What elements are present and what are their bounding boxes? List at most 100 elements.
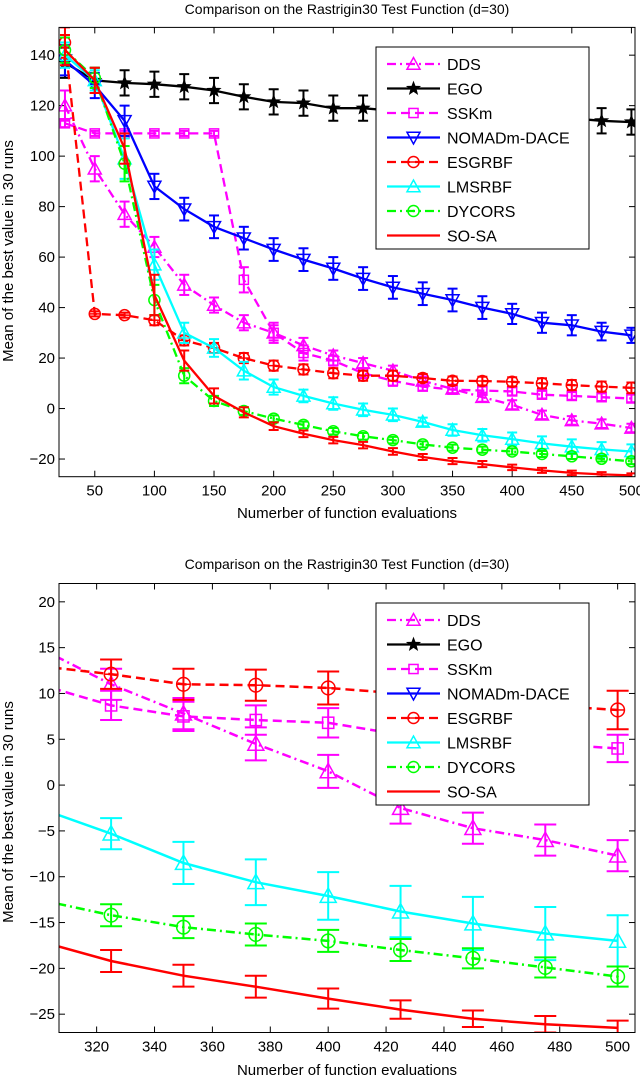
marker-star: [206, 82, 222, 97]
marker-star: [325, 100, 341, 115]
x-axis-label: Numerber of function evaluations: [237, 505, 457, 522]
x-tick-label: 50: [86, 483, 103, 500]
marker-triangle-up: [405, 611, 422, 626]
marker-star: [146, 76, 162, 91]
marker-triangle-down: [593, 325, 610, 340]
y-tick-label: 10: [38, 685, 55, 702]
marker-square: [268, 327, 279, 339]
marker-circle-dot: [391, 438, 395, 442]
marker-triangle-down: [405, 131, 422, 146]
axes-frame: [58, 583, 636, 1033]
y-tick-label: −15: [30, 915, 55, 932]
x-tick-label: 200: [261, 483, 286, 500]
marker-triangle-up: [504, 396, 520, 411]
x-tick-label: 480: [547, 1039, 572, 1056]
legend-label: DDS: [447, 57, 481, 74]
series-dycors: [32, 893, 629, 988]
marker-triangle-up: [463, 818, 483, 836]
marker-triangle-up: [246, 734, 266, 752]
marker-square: [238, 274, 250, 286]
y-tick-label: 20: [38, 594, 55, 611]
chart-title: Comparison on the Rastrigin30 Test Funct…: [185, 1, 510, 17]
marker-square: [208, 128, 220, 139]
y-tick-label: 20: [38, 350, 55, 367]
marker-triangle-up: [59, 97, 73, 112]
marker-circle-dot: [182, 925, 185, 929]
y-tick-label: 100: [30, 148, 55, 165]
marker-circle: [565, 449, 579, 463]
marker-circle: [476, 443, 489, 456]
marker-triangle-up: [325, 395, 342, 410]
marker-triangle-down: [534, 316, 550, 331]
axes-frame: [58, 26, 636, 478]
legend-label: ESGRBF: [447, 711, 513, 728]
marker-circle: [392, 942, 409, 958]
x-tick-label: 440: [431, 1039, 456, 1056]
y-tick-label: −20: [30, 960, 55, 977]
legend-label: EGO: [447, 638, 483, 655]
x-tick-label: 250: [321, 483, 346, 500]
legend-item-dds: DDS: [387, 611, 481, 630]
marker-circle-dot: [540, 452, 544, 456]
marker-triangle-up: [535, 830, 555, 848]
y-tick-label: 0: [47, 777, 55, 794]
legend-box: [375, 46, 590, 250]
marker-triangle-down: [325, 262, 342, 277]
marker-star: [176, 78, 192, 94]
marker-star: [117, 74, 133, 90]
marker-triangle-up: [535, 923, 555, 941]
marker-square: [89, 128, 101, 139]
legend-label: DYCORS: [447, 760, 515, 777]
series-lmsrbf: [59, 813, 629, 968]
x-tick-label: 450: [559, 483, 584, 500]
marker-triangle-up: [608, 931, 627, 949]
y-tick-label: 0: [47, 401, 55, 418]
marker-star: [355, 100, 371, 115]
y-tick-label: 15: [38, 640, 55, 657]
marker-triangle-up: [504, 431, 520, 446]
marker-star: [405, 636, 422, 651]
series-nomadm-dace: [28, 540, 629, 547]
marker-circle-dot: [630, 460, 633, 463]
legend-label: NOMADm-DACE: [447, 687, 570, 704]
x-tick-label: 340: [142, 1039, 167, 1056]
legend-item-lmsrbf: LMSRBF: [387, 734, 512, 753]
legend-item-esgrbf: ESGRBF: [387, 155, 513, 172]
marker-star: [236, 88, 252, 104]
marker-square: [298, 347, 309, 359]
legend-label: NOMADm-DACE: [447, 131, 570, 148]
legend-label: LMSRBF: [447, 180, 512, 197]
marker-triangle-down: [236, 232, 252, 247]
marker-circle-dot: [412, 765, 415, 769]
marker-triangle-up: [265, 379, 282, 394]
marker-triangle-up: [87, 160, 103, 175]
marker-square: [321, 716, 335, 730]
marker-triangle-up: [405, 55, 422, 70]
legend-item-so-sa: SO-SA: [387, 229, 497, 246]
marker-circle-dot: [272, 417, 275, 420]
marker-square: [408, 663, 419, 675]
marker-triangle-up: [146, 256, 163, 271]
marker-circle: [175, 919, 192, 935]
marker-triangle-up: [176, 324, 192, 339]
marker-star: [594, 112, 610, 128]
marker-circle: [416, 438, 430, 451]
marker-triangle-down: [414, 287, 431, 302]
marker-triangle-down: [176, 203, 192, 218]
x-tick-label: 360: [200, 1039, 225, 1056]
marker-circle-dot: [326, 939, 330, 943]
marker-square: [327, 355, 339, 366]
marker-circle: [320, 933, 336, 949]
y-tick-label: 40: [38, 300, 55, 317]
x-tick-label: 150: [202, 483, 227, 500]
marker-triangle-up: [608, 846, 627, 863]
y-tick-label: 140: [30, 47, 55, 64]
marker-triangle-up: [318, 761, 338, 779]
y-tick-label: 120: [30, 98, 55, 115]
legend-item-ego: EGO: [387, 80, 483, 99]
marker-triangle-up: [405, 734, 422, 749]
marker-circle: [32, 659, 46, 673]
legend-item-esgrbf: ESGRBF: [387, 711, 513, 728]
marker-triangle-up: [174, 853, 193, 871]
marker-circle: [32, 893, 46, 907]
